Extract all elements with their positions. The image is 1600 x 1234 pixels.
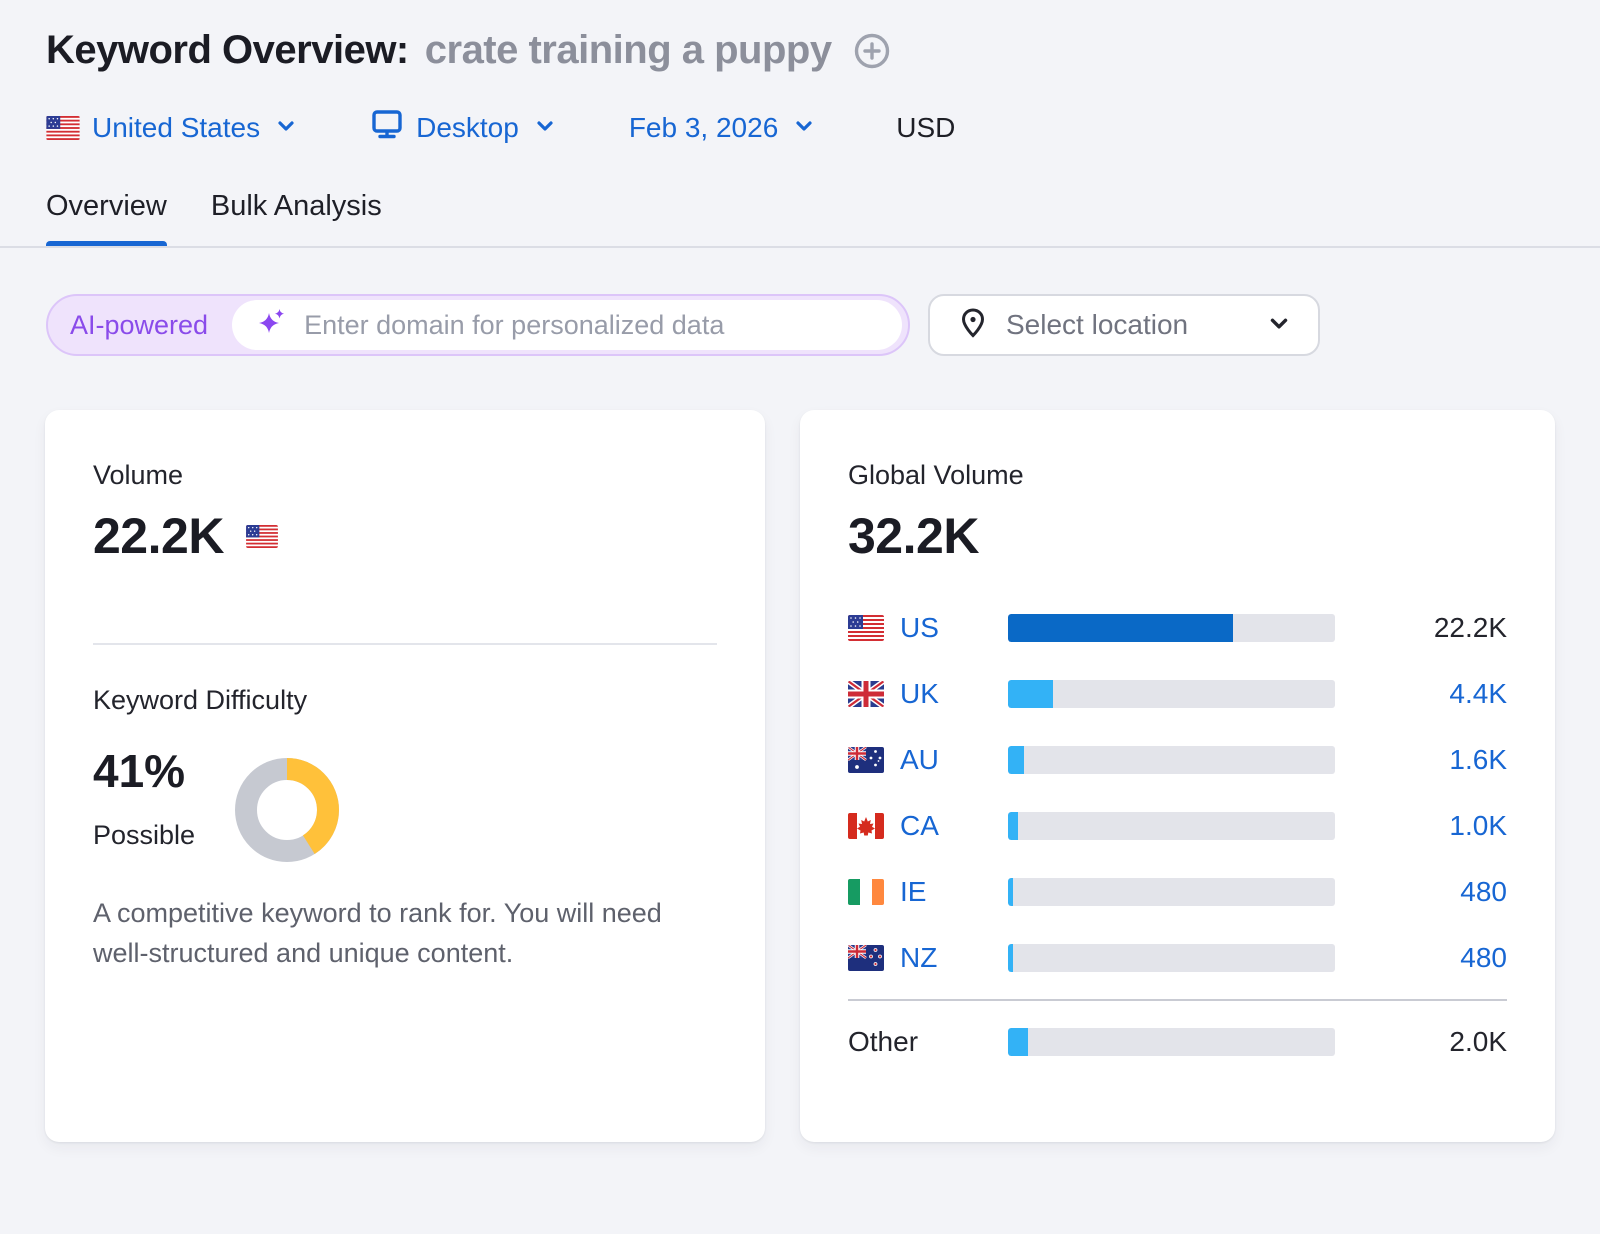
currency-label: USD: [896, 111, 956, 143]
sparkle-icon: [254, 305, 290, 346]
volume-card: Volume 22.2K Keyword Difficulty 41% Poss…: [45, 410, 765, 1142]
country-link-us[interactable]: US: [900, 612, 939, 643]
controls-row: AI-powered Select location: [46, 294, 1554, 356]
country-link-ie[interactable]: IE: [900, 876, 927, 907]
domain-input[interactable]: [304, 309, 882, 341]
chevron-down-icon: [274, 113, 298, 145]
keyword-difficulty-block: 41% Possible: [93, 744, 717, 867]
table-row-us: US 22.2K: [848, 595, 1507, 661]
location-pin-icon: [956, 306, 990, 345]
chevron-down-icon: [533, 113, 557, 145]
volume-value-ie[interactable]: 480: [1460, 876, 1507, 907]
ai-powered-badge: AI-powered: [70, 309, 209, 340]
chevron-down-icon: [792, 113, 816, 145]
date-selector[interactable]: Feb 3, 2026: [629, 110, 816, 145]
card-divider: [93, 643, 717, 645]
country-link-ca[interactable]: CA: [900, 810, 939, 841]
tabs-divider: [0, 246, 1600, 248]
ie-flag-icon: [848, 879, 884, 905]
page-title: Keyword Overview:: [46, 28, 409, 72]
volume-value-uk[interactable]: 4.4K: [1449, 678, 1507, 709]
kd-donut-chart: [235, 758, 339, 867]
filters-row: United States Desktop: [46, 107, 1554, 148]
tab-bulk-analysis[interactable]: Bulk Analysis: [210, 190, 382, 222]
desktop-icon: [370, 107, 404, 148]
global-volume-value: 32.2K: [848, 508, 979, 564]
keyword-difficulty-label: Keyword Difficulty: [93, 685, 308, 715]
volume-bar-au: [1008, 746, 1335, 774]
volume-value: 22.2K: [93, 508, 224, 564]
table-row-ca: CA 1.0K: [848, 793, 1507, 859]
device-selector[interactable]: Desktop: [370, 107, 557, 148]
volume-bar-ie: [1008, 878, 1335, 906]
select-location-button[interactable]: Select location: [928, 294, 1320, 356]
table-row-other: Other 2.0K: [848, 1009, 1507, 1075]
table-row-uk: UK 4.4K: [848, 661, 1507, 727]
cards-row: Volume 22.2K Keyword Difficulty 41% Poss…: [45, 410, 1555, 1142]
volume-bar-nz: [1008, 944, 1335, 972]
date-selector-label: Feb 3, 2026: [628, 111, 779, 143]
country-selector-label: United States: [92, 111, 261, 143]
global-volume-card: Global Volume 32.2K US 22.2K UK: [800, 410, 1555, 1142]
volume-value-ca[interactable]: 1.0K: [1449, 810, 1507, 841]
us-flag-icon: [46, 115, 80, 140]
page-keyword: crate training a puppy: [424, 28, 832, 72]
kd-percent: 41%: [93, 745, 186, 797]
country-link-nz[interactable]: NZ: [900, 942, 938, 973]
volume-bar-other: [1008, 1028, 1335, 1056]
volume-bar-us: [1008, 614, 1335, 642]
au-flag-icon: [848, 747, 884, 773]
select-location-label: Select location: [1006, 309, 1189, 340]
kd-level: Possible: [93, 820, 196, 850]
tab-overview[interactable]: Overview: [46, 190, 167, 248]
volume-value-other: 2.0K: [1449, 1026, 1507, 1057]
volume-value-au[interactable]: 1.6K: [1449, 744, 1507, 775]
global-volume-rows: US 22.2K UK 4.4K AU: [848, 595, 1507, 1075]
country-link-au[interactable]: AU: [900, 744, 939, 775]
add-keyword-icon[interactable]: [852, 31, 892, 71]
us-flag-icon: [848, 615, 884, 641]
device-selector-label: Desktop: [416, 111, 519, 143]
other-label: Other: [848, 1026, 919, 1057]
tabs: Overview Bulk Analysis: [0, 190, 1600, 248]
table-row-au: AU 1.6K: [848, 727, 1507, 793]
volume-value-nz[interactable]: 480: [1460, 942, 1507, 973]
kd-description: A competitive keyword to rank for. You w…: [93, 898, 662, 968]
table-row-nz: NZ 480: [848, 925, 1507, 991]
nz-flag-icon: [848, 945, 884, 971]
volume-bar-uk: [1008, 680, 1335, 708]
country-selector[interactable]: United States: [46, 110, 298, 145]
volume-value-us: 22.2K: [1433, 612, 1507, 643]
table-row-ie: IE 480: [848, 859, 1507, 925]
volume-label: Volume: [93, 460, 184, 490]
volume-bar-ca: [1008, 812, 1335, 840]
chevron-down-icon: [1266, 310, 1292, 341]
domain-input-wrap[interactable]: [232, 300, 902, 350]
country-link-uk[interactable]: UK: [900, 678, 939, 709]
us-flag-icon: [246, 524, 278, 548]
global-volume-label: Global Volume: [848, 460, 1024, 490]
header: Keyword Overview: crate training a puppy…: [0, 0, 1600, 148]
uk-flag-icon: [848, 681, 884, 707]
ca-flag-icon: [848, 813, 884, 839]
rows-divider: [848, 999, 1507, 1001]
title-row: Keyword Overview: crate training a puppy: [46, 28, 1554, 73]
ai-domain-control: AI-powered: [46, 294, 910, 356]
